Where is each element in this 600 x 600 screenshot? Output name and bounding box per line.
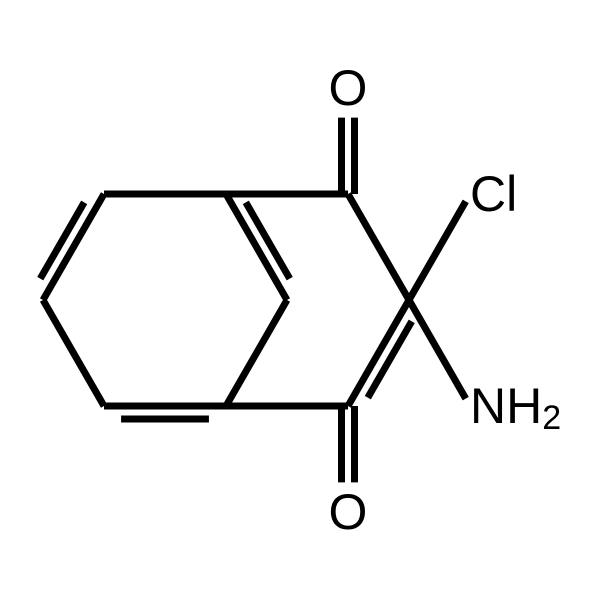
molecule-diagram: OOClNH2	[0, 0, 600, 600]
atom-label-o1: O	[329, 60, 368, 116]
atom-label-o4: O	[329, 484, 368, 540]
atom-label-cl: Cl	[470, 166, 517, 222]
